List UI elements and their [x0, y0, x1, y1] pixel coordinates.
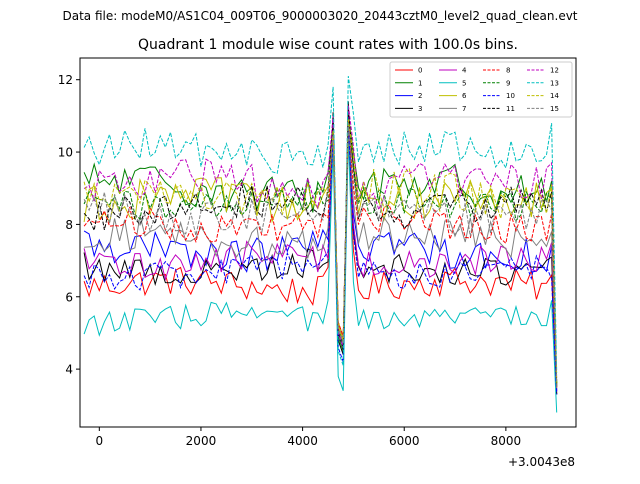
series-line-6	[83, 130, 558, 388]
legend-label: 10	[506, 92, 515, 100]
legend-label: 7	[462, 105, 466, 113]
legend-label: 11	[506, 105, 515, 113]
series-line-7	[84, 126, 558, 391]
x-tick-label: 0	[95, 434, 103, 448]
plot-area: 0 2000 4000 6000 800046810120123456789101112…	[58, 57, 577, 448]
series-line-13	[83, 76, 558, 373]
y-tick-label: 12	[58, 73, 73, 87]
x-tick-label: 8000	[491, 434, 522, 448]
series-line-2	[83, 119, 558, 391]
legend-label: 12	[550, 67, 559, 75]
series-line-4	[83, 108, 558, 391]
y-tick-label: 10	[58, 146, 73, 160]
legend-label: 1	[418, 79, 422, 87]
legend-label: 4	[462, 67, 467, 75]
series-line-10	[83, 123, 558, 395]
legend-label: 14	[550, 92, 559, 100]
legend-label: 9	[506, 79, 510, 87]
axes-frame	[79, 57, 577, 428]
series-line-8	[83, 115, 558, 388]
legend-label: 15	[550, 105, 559, 113]
x-offset-label: +3.0043e8	[508, 455, 575, 469]
y-tick-label: 8	[65, 218, 73, 232]
legend-label: 0	[418, 67, 422, 75]
series-line-15	[83, 123, 558, 388]
series-lines	[83, 76, 558, 413]
series-line-12	[83, 104, 558, 381]
legend-label: 3	[418, 105, 422, 113]
y-tick-label: 6	[65, 290, 73, 304]
x-tick-label: 6000	[389, 434, 420, 448]
legend-box	[389, 61, 573, 118]
series-line-3	[83, 101, 558, 395]
series-line-14	[83, 119, 558, 384]
legend-label: 13	[550, 79, 559, 87]
legend-label: 2	[418, 92, 422, 100]
series-line-11	[83, 108, 558, 388]
chart-suptitle: Data file: modeM0/AS1C04_009T06_90000030…	[62, 9, 577, 23]
y-tick-label: 4	[65, 363, 73, 377]
legend-label: 5	[462, 79, 466, 87]
legend-label: 6	[462, 92, 467, 100]
legend-label: 8	[506, 67, 510, 75]
series-line-5	[83, 137, 558, 413]
x-tick-label: 4000	[287, 434, 318, 448]
x-tick-label: 2000	[186, 434, 217, 448]
chart-title: Quadrant 1 module wise count rates with …	[138, 37, 518, 53]
